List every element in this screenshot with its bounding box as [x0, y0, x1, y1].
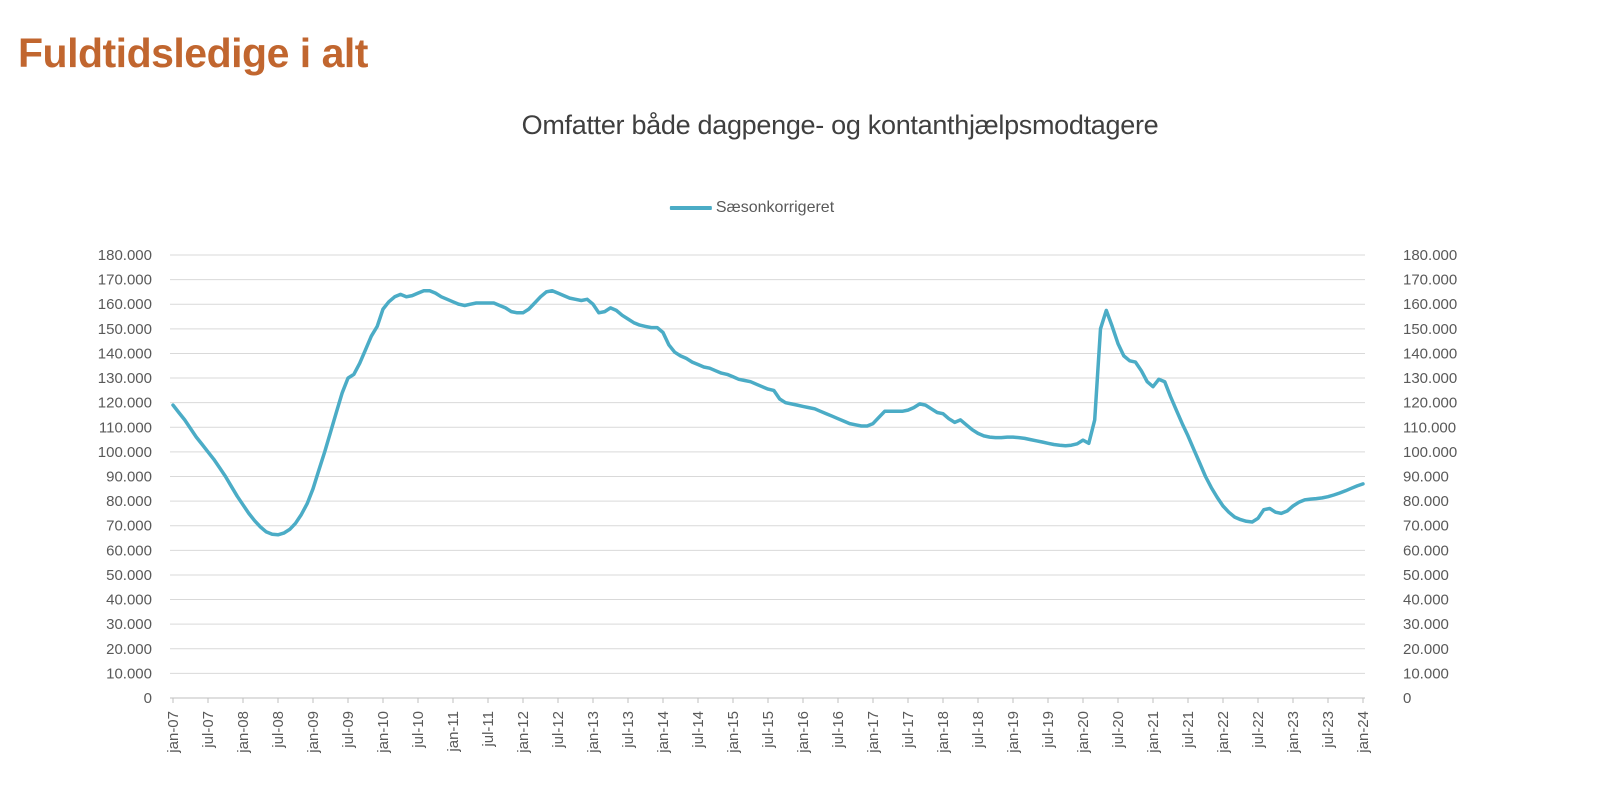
- svg-text:jul-21: jul-21: [1180, 711, 1197, 749]
- series-line: [171, 288, 1365, 537]
- svg-text:jul-17: jul-17: [900, 711, 917, 749]
- series-polyline-saesonkorrigeret: [171, 288, 1365, 537]
- svg-text:jan-18: jan-18: [935, 711, 952, 754]
- svg-text:120.000: 120.000: [1403, 395, 1457, 412]
- svg-text:jan-12: jan-12: [515, 711, 532, 754]
- svg-text:jan-22: jan-22: [1215, 711, 1232, 754]
- svg-text:jan-16: jan-16: [795, 711, 812, 754]
- svg-text:100.000: 100.000: [1403, 444, 1457, 461]
- page-title: Fuldtidsledige i alt: [18, 30, 368, 76]
- svg-text:jul-14: jul-14: [690, 711, 707, 749]
- svg-text:150.000: 150.000: [1403, 321, 1457, 338]
- svg-text:100.000: 100.000: [98, 444, 152, 461]
- svg-text:20.000: 20.000: [106, 641, 152, 658]
- svg-text:jul-13: jul-13: [620, 711, 637, 749]
- svg-text:jan-23: jan-23: [1285, 711, 1302, 754]
- svg-text:jul-19: jul-19: [1040, 711, 1057, 749]
- svg-text:40.000: 40.000: [106, 592, 152, 609]
- svg-text:jan-07: jan-07: [165, 711, 182, 754]
- svg-text:40.000: 40.000: [1403, 592, 1449, 609]
- svg-text:180.000: 180.000: [1403, 247, 1457, 264]
- svg-text:jul-18: jul-18: [970, 711, 987, 749]
- svg-text:90.000: 90.000: [106, 469, 152, 486]
- svg-text:90.000: 90.000: [1403, 469, 1449, 486]
- svg-text:80.000: 80.000: [1403, 493, 1449, 510]
- svg-text:jul-10: jul-10: [410, 711, 427, 749]
- svg-text:jul-12: jul-12: [550, 711, 567, 749]
- svg-text:jan-20: jan-20: [1075, 711, 1092, 754]
- svg-text:jul-23: jul-23: [1320, 711, 1337, 749]
- svg-text:120.000: 120.000: [98, 395, 152, 412]
- svg-text:20.000: 20.000: [1403, 641, 1449, 658]
- svg-text:60.000: 60.000: [106, 542, 152, 559]
- svg-text:150.000: 150.000: [98, 321, 152, 338]
- svg-text:80.000: 80.000: [106, 493, 152, 510]
- chart-title: Omfatter både dagpenge- og kontanthjælps…: [521, 110, 1159, 140]
- svg-text:jul-16: jul-16: [830, 711, 847, 749]
- svg-text:110.000: 110.000: [99, 419, 152, 436]
- x-axis: [170, 697, 1365, 703]
- svg-text:jul-20: jul-20: [1110, 711, 1127, 749]
- svg-text:10.000: 10.000: [106, 665, 152, 682]
- svg-text:110.000: 110.000: [1403, 419, 1456, 436]
- svg-text:jul-22: jul-22: [1250, 711, 1267, 749]
- svg-text:50.000: 50.000: [1403, 567, 1449, 584]
- svg-text:jul-08: jul-08: [270, 711, 287, 749]
- svg-text:jan-21: jan-21: [1145, 711, 1162, 754]
- svg-text:130.000: 130.000: [98, 370, 152, 387]
- svg-text:jan-13: jan-13: [585, 711, 602, 754]
- svg-text:jan-24: jan-24: [1355, 711, 1372, 754]
- svg-text:30.000: 30.000: [106, 616, 152, 633]
- svg-text:jan-09: jan-09: [305, 711, 322, 754]
- svg-text:jan-08: jan-08: [235, 711, 252, 754]
- svg-text:130.000: 130.000: [1403, 370, 1457, 387]
- svg-text:30.000: 30.000: [1403, 616, 1449, 633]
- svg-text:jan-11: jan-11: [445, 711, 462, 753]
- svg-text:jan-15: jan-15: [725, 711, 742, 754]
- svg-text:0: 0: [1403, 690, 1411, 707]
- legend-series-label: Sæsonkorrigeret: [715, 199, 835, 216]
- svg-text:jan-14: jan-14: [655, 711, 672, 754]
- legend-line-swatch: [669, 206, 712, 210]
- x-axis-labels: jan-07 jul-07 jan-08 jul-08 jan-09 jul-09 jan-…: [165, 711, 1372, 754]
- svg-text:160.000: 160.000: [1403, 296, 1457, 313]
- svg-text:170.000: 170.000: [1403, 272, 1457, 289]
- svg-text:10.000: 10.000: [1403, 665, 1449, 682]
- svg-text:jul-15: jul-15: [760, 711, 777, 749]
- svg-text:jul-07: jul-07: [200, 711, 217, 749]
- svg-text:0: 0: [144, 690, 152, 707]
- svg-text:50.000: 50.000: [106, 567, 152, 584]
- y-axis-left-labels: 180.000 170.000 160.000 150.000 140.000 130.0…: [98, 247, 152, 707]
- svg-text:jan-19: jan-19: [1005, 711, 1022, 754]
- svg-text:70.000: 70.000: [1403, 518, 1449, 535]
- svg-text:160.000: 160.000: [98, 296, 152, 313]
- chart-legend: Sæsonkorrigeret: [669, 199, 835, 217]
- svg-text:70.000: 70.000: [106, 518, 152, 535]
- svg-text:jan-10: jan-10: [375, 711, 392, 754]
- svg-text:jul-11: jul-11: [480, 711, 497, 748]
- svg-text:140.000: 140.000: [1403, 345, 1457, 362]
- svg-text:170.000: 170.000: [98, 272, 152, 289]
- svg-text:jul-09: jul-09: [340, 711, 357, 749]
- y-axis-right-labels: 180.000 170.000 160.000 150.000 140.000 130.0…: [1403, 247, 1457, 707]
- svg-text:60.000: 60.000: [1403, 542, 1449, 559]
- svg-text:180.000: 180.000: [98, 247, 152, 264]
- svg-text:140.000: 140.000: [98, 345, 152, 362]
- gridlines: [170, 254, 1365, 674]
- svg-text:jan-17: jan-17: [865, 711, 882, 754]
